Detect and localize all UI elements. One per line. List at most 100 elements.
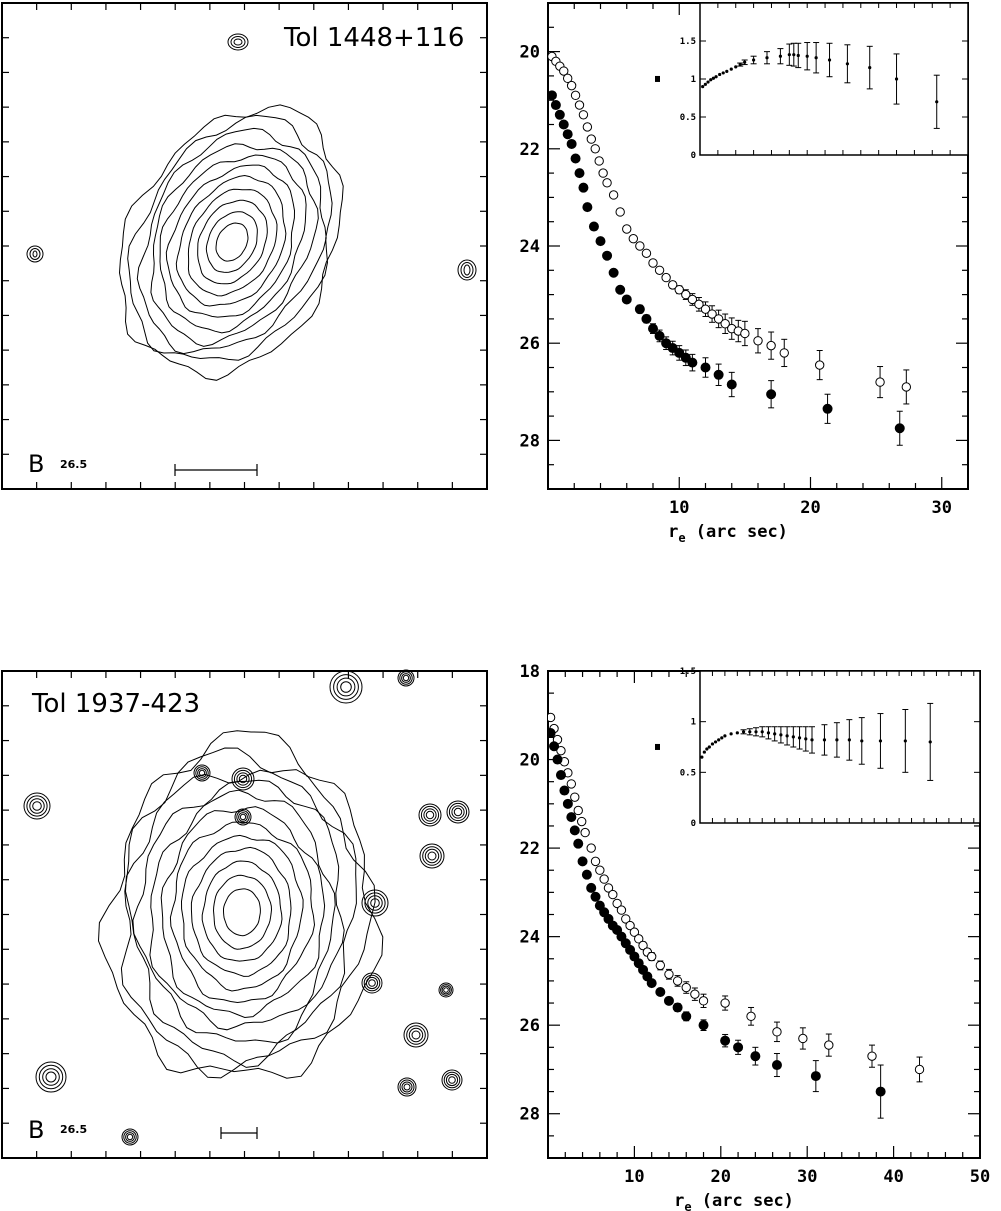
open-point [576,816,587,827]
filled-point [566,812,577,823]
inset-point [752,58,756,62]
field-star-contour [29,248,41,260]
contour-map-frame [1,670,488,1159]
field-star-contour [193,764,211,782]
filled-point [602,250,613,261]
frame-ticks [2,671,487,1158]
inset-point [792,53,796,57]
open-point [573,805,583,816]
inset-point [743,60,747,64]
inset-point [700,755,704,759]
isophote [160,806,326,1019]
inset-point [735,731,739,735]
filled-point [552,754,563,765]
field-star-contour [453,807,463,817]
open-point [646,951,657,962]
filled-point [582,202,593,213]
isophote [124,769,357,1068]
isophote [97,730,384,1079]
contour-map-title: Tol 1937-423 [31,689,200,719]
isophote [187,188,278,297]
x-tick-label: 20 [711,1167,731,1187]
filled-point [595,236,606,247]
filled-point [750,1051,761,1062]
x-axis-label-sub: e [678,531,685,545]
field-star-contour [123,1130,137,1144]
field-star-contour [423,808,437,822]
filled-point [559,785,570,796]
inset-point [754,730,758,734]
x-tick-label: 10 [669,498,689,518]
open-point [661,272,671,283]
field-star-contour [367,895,383,911]
inset-point [805,54,809,58]
field-star-contour [401,673,411,683]
inset-y-tick-label: 0.5 [680,113,696,123]
x-tick-label: 50 [970,1167,990,1187]
filled-point [577,856,588,867]
field-star-contour [427,851,437,861]
inset-point [894,77,899,81]
scale-bar [174,464,258,476]
open-point [641,248,652,258]
contour-map-title: Tol 1448+116 [283,23,464,53]
inset-point [779,733,783,737]
field-star-contour [29,798,45,814]
inset-point [835,738,839,742]
inset-point [701,85,705,89]
open-point [570,792,580,802]
filled-point [586,882,597,893]
field-star-contour [403,1022,429,1048]
open-point [681,982,691,993]
inset-axis-glyph [655,75,660,82]
filled-point [681,1011,692,1022]
scale-bar [220,1127,258,1139]
open-point [687,294,698,305]
open-point [608,889,618,900]
open-point [566,779,577,789]
open-point [590,856,601,867]
isophote [136,127,327,355]
field-star-contour [397,669,415,687]
open-point [625,920,635,931]
open-point [598,168,608,178]
open-point [713,314,724,324]
inset-point [787,53,791,57]
isophote [169,821,316,1004]
field-star-contour [419,843,445,869]
field-star-contour [402,674,410,682]
filled-point [810,1071,821,1082]
open-point [654,265,665,275]
inset-point [903,739,907,743]
open-point [690,989,700,999]
field-star-contour [125,1132,135,1142]
open-point [814,360,825,370]
filled-point [581,869,592,880]
inset-point [721,71,725,75]
field-star-contour [333,674,359,700]
open-point [621,914,631,924]
x-tick-label: 20 [800,498,820,518]
field-star-contour [451,805,465,819]
filled-point [554,109,565,120]
inset-point [702,750,706,754]
field-star-contour [446,800,470,824]
field-star-contour [438,982,454,998]
open-point [612,898,622,909]
inset-point [707,745,711,749]
inset-axis-glyph [655,743,660,750]
inset-point [845,62,850,66]
inset-point [734,65,738,69]
inset-point [718,72,722,77]
y-tick-label: 22 [520,839,540,859]
field-star-contour [363,974,381,992]
filled-point [573,838,584,849]
open-point [599,874,609,884]
open-point [559,66,569,76]
open-point [720,319,730,329]
filled-point [621,294,632,305]
filled-point [570,153,581,164]
inset-point [822,738,827,742]
inset-point [709,78,713,82]
field-star-contour [42,1068,60,1086]
